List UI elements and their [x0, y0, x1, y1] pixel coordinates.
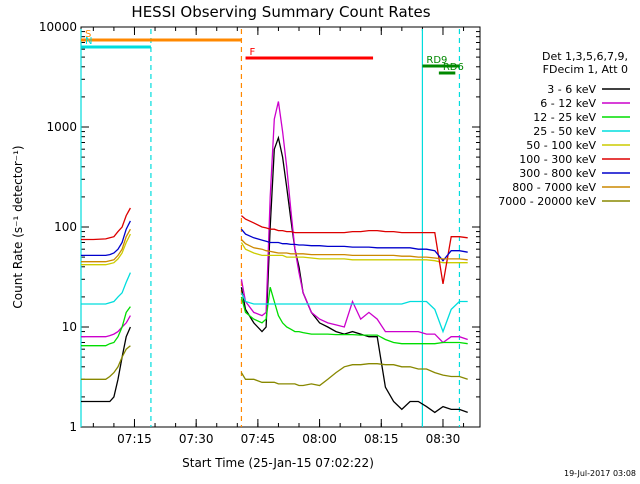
series-line: [81, 220, 468, 262]
y-tick-label: 1: [69, 420, 77, 434]
plot-frame: [80, 26, 481, 428]
flag-label: S: [85, 29, 91, 40]
y-axis-title: Count Rate (s⁻¹ detector⁻¹): [11, 145, 25, 308]
legend-entry-label: 50 - 100 keV: [526, 139, 596, 152]
y-tick-label: 1000: [46, 120, 77, 134]
x-tick-label: 07:45: [241, 432, 276, 446]
y-axis: 1 10 100 1000 10000: [39, 20, 480, 434]
legend-header: Det 1,3,5,6,7,9,: [542, 50, 628, 63]
legend-entry-label: 300 - 800 keV: [519, 167, 596, 180]
footer-timestamp: 19-Jul-2017 03:08: [564, 469, 636, 478]
series-line: [81, 272, 468, 334]
x-tick-label: 08:15: [364, 432, 399, 446]
x-tick-label: 07:15: [117, 432, 152, 446]
series-line: [81, 135, 468, 414]
flag-label: RD9: [426, 55, 447, 66]
legend-entry-label: 800 - 7000 keV: [512, 181, 596, 194]
series-line: [81, 287, 468, 347]
x-tick-label: 08:30: [426, 432, 461, 446]
y-tick-label: 10000: [39, 20, 77, 34]
legend: Det 1,3,5,6,7,9,FDecim 1, Att 0 3 - 6 keV…: [498, 50, 630, 208]
chart-title: HESSI Observing Summary Count Rates: [131, 3, 430, 21]
flag-label: N: [85, 36, 92, 47]
series-line: [81, 207, 468, 285]
x-axis: 07:15 07:30 07:45 08:00 08:15 08:30: [92, 27, 465, 446]
series-group: [81, 101, 468, 414]
y-tick-label: 100: [54, 220, 77, 234]
x-tick-label: 07:30: [179, 432, 214, 446]
legend-entry-label: 12 - 25 keV: [533, 111, 596, 124]
legend-header: FDecim 1, Att 0: [543, 63, 628, 76]
series-line: [81, 233, 468, 266]
legend-entry-label: 100 - 300 keV: [519, 153, 596, 166]
legend-entry-label: 6 - 12 keV: [540, 97, 596, 110]
flag-label: RD6: [443, 62, 464, 73]
time-markers: [80, 29, 461, 427]
x-axis-title: Start Time (25-Jan-15 07:02:22): [182, 456, 374, 470]
x-tick-label: 08:00: [302, 432, 337, 446]
series-line: [81, 101, 468, 344]
series-line: [81, 345, 468, 387]
flag-label: F: [250, 47, 256, 58]
legend-entry-label: 25 - 50 keV: [533, 125, 596, 138]
legend-entry-label: 7000 - 20000 keV: [498, 195, 596, 208]
series-line: [81, 228, 468, 263]
legend-entry-label: 3 - 6 keV: [547, 83, 596, 96]
y-tick-label: 10: [62, 320, 77, 334]
